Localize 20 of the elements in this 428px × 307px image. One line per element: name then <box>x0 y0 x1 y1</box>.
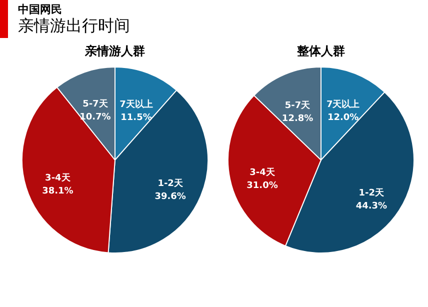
slice-label: 7天以上 <box>326 99 360 110</box>
data-label: 12.0% <box>327 113 359 124</box>
data-label: 10.7% <box>80 112 111 122</box>
data-label: 44.3% <box>356 202 388 212</box>
slice-label: 7天以上 <box>120 98 153 110</box>
data-label: 11.5% <box>120 112 152 123</box>
data-label: 12.8% <box>282 114 314 124</box>
data-label: 31.0% <box>246 181 278 192</box>
text: 亲情游出行时间 <box>18 16 130 37</box>
slice-label: 5-7天 <box>284 100 312 111</box>
slice-label: 1-2天 <box>358 188 386 199</box>
data-label: 38.1% <box>42 186 74 197</box>
chart-title: 亲情游人群 <box>84 44 145 58</box>
data-label: 39.6% <box>154 192 186 202</box>
slice-label: 3-4天 <box>45 172 72 184</box>
slice-label: 1-2天 <box>158 178 184 190</box>
text: 中国网民 <box>18 2 62 17</box>
slice-label: 3-4天 <box>250 167 276 178</box>
slice-label: 5-7天 <box>82 98 109 110</box>
chart-title: 整体人群 <box>296 44 345 58</box>
